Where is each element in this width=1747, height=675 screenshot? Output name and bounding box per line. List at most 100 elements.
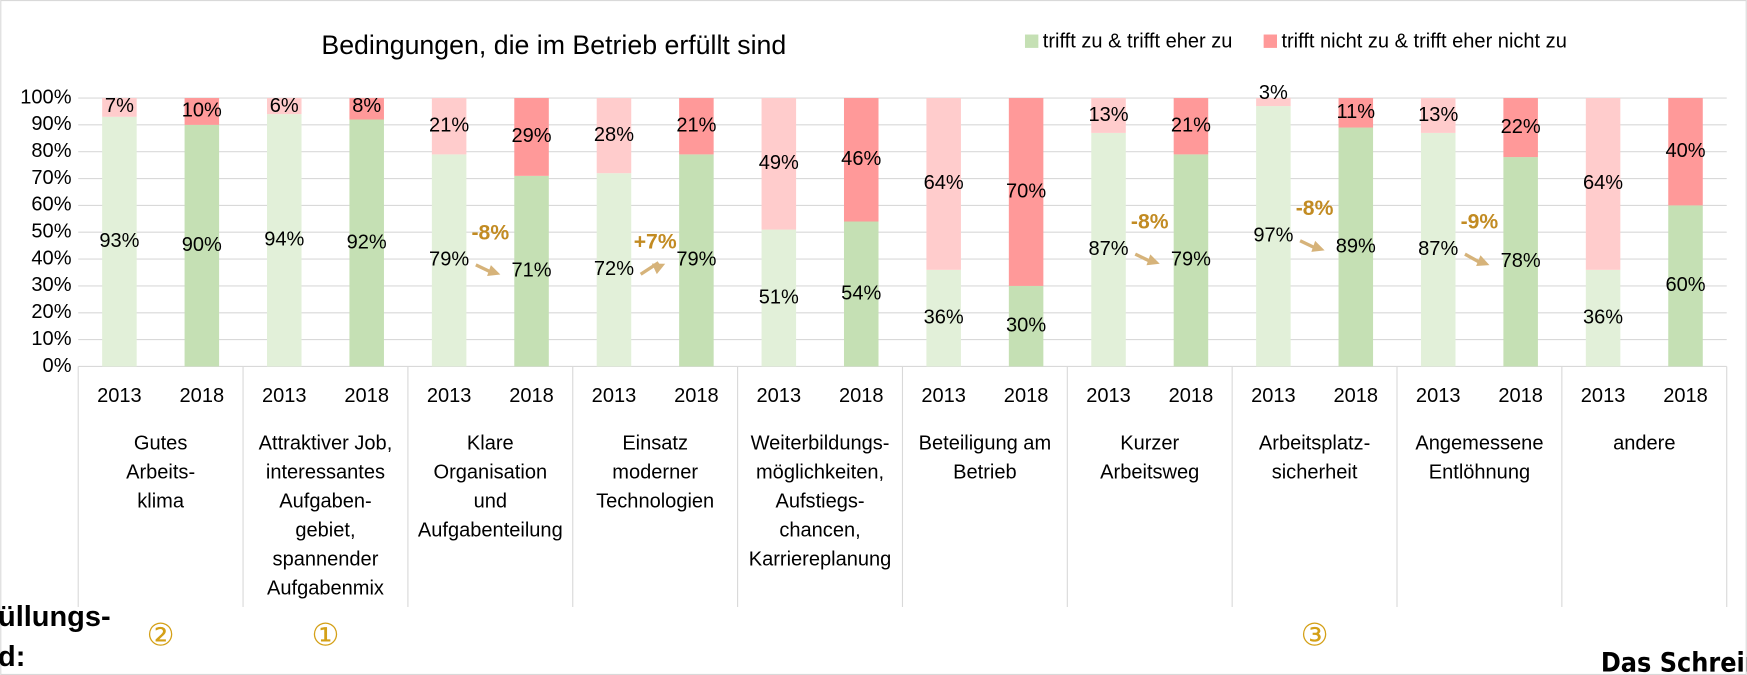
category-label: Technologien <box>596 491 714 513</box>
data-label: 70% <box>1006 180 1046 202</box>
change-annotation: -8% <box>1131 211 1169 234</box>
bar-segment <box>761 229 797 367</box>
data-label: 13% <box>1418 104 1458 126</box>
bar-segment <box>431 154 467 367</box>
data-label: 21% <box>1171 115 1211 137</box>
data-label: 72% <box>594 258 634 280</box>
data-label: 64% <box>924 172 964 194</box>
data-label: 21% <box>429 115 469 137</box>
data-label: 87% <box>1418 238 1458 260</box>
x-tick-label: 2013 <box>1086 385 1131 407</box>
bar-segment <box>1008 285 1044 367</box>
category-label: Entlöhnung <box>1429 462 1530 484</box>
data-label: 79% <box>676 249 716 271</box>
data-label: 79% <box>429 249 469 271</box>
data-label: 8% <box>352 95 381 117</box>
legend-label: trifft zu & trifft eher zu <box>1043 31 1233 53</box>
x-tick-label: 2013 <box>427 385 472 407</box>
category-label: chancen, <box>779 520 860 542</box>
x-tick-label: 2018 <box>1663 385 1708 407</box>
y-tick-label: 80% <box>31 140 71 162</box>
y-tick-label: 20% <box>31 301 71 323</box>
bar-segment <box>267 98 302 115</box>
data-label: 21% <box>676 115 716 137</box>
bar-segment <box>1173 98 1209 155</box>
data-label: 13% <box>1088 104 1128 126</box>
category-label: interessantes <box>266 462 385 484</box>
change-annotation: +7% <box>634 231 677 254</box>
bar-segment <box>1420 98 1456 133</box>
x-tick-label: 2018 <box>674 385 719 407</box>
x-tick-label: 2013 <box>921 385 966 407</box>
data-label: 87% <box>1088 238 1128 260</box>
category-label: Einsatz <box>622 433 688 455</box>
data-label: 11% <box>1336 101 1375 123</box>
x-tick-label: 2018 <box>1334 385 1379 407</box>
bar-segment <box>1668 205 1703 367</box>
legend-label: trifft nicht zu & trifft eher nicht zu <box>1281 31 1566 53</box>
bar-segment <box>102 98 137 117</box>
bar-segment <box>431 98 467 155</box>
side-text: d: <box>0 641 25 673</box>
category-label: Klare <box>467 433 514 455</box>
category-label: sicherheit <box>1272 462 1358 484</box>
bar-segment <box>679 154 714 367</box>
data-label: 54% <box>841 282 881 304</box>
brand: Das Schreiner <box>1601 647 1747 675</box>
bar-segment <box>926 98 961 270</box>
arrow-head <box>651 263 666 275</box>
bar-segment <box>349 98 384 120</box>
data-label: 90% <box>182 234 222 256</box>
x-tick-label: 2018 <box>1004 385 1049 407</box>
data-label: 92% <box>347 231 387 253</box>
x-tick-label: 2013 <box>1581 385 1626 407</box>
data-label: 36% <box>924 306 964 328</box>
change-annotation: -8% <box>1296 197 1334 220</box>
data-label: 46% <box>841 148 881 170</box>
bar-segment <box>761 98 797 230</box>
data-label: 22% <box>1501 116 1541 138</box>
x-tick-label: 2018 <box>509 385 554 407</box>
bar-segment <box>1338 127 1374 367</box>
data-label: 89% <box>1336 235 1376 257</box>
category-label: Aufgabenmix <box>267 578 384 600</box>
bar-segment <box>1256 106 1291 367</box>
side-text: üllungs- <box>0 601 111 633</box>
y-tick-label: 50% <box>31 221 71 243</box>
chart-title: Bedingungen, die im Betrieb erfüllt sind <box>321 30 786 60</box>
bar-segment <box>679 98 714 155</box>
x-tick-label: 2018 <box>1169 385 1214 407</box>
data-label: 7% <box>105 95 134 117</box>
change-annotation: -8% <box>472 221 510 244</box>
bar-segment <box>1503 98 1538 158</box>
x-tick-label: 2013 <box>757 385 802 407</box>
change-annotation: -9% <box>1461 211 1499 234</box>
category-label: moderner <box>612 462 698 484</box>
bar-segment <box>1256 98 1291 107</box>
bar-segment <box>1091 98 1126 133</box>
x-tick-label: 2013 <box>1416 385 1461 407</box>
legend-swatch <box>1263 34 1278 48</box>
category-label: Arbeitsweg <box>1100 462 1199 484</box>
category-label: andere <box>1613 433 1675 455</box>
data-label: 49% <box>759 152 799 174</box>
legend-swatch <box>1024 34 1039 48</box>
y-tick-label: 100% <box>20 86 71 108</box>
bar-segment <box>514 98 549 176</box>
bar-segment <box>1338 98 1374 128</box>
category-label: Arbeitsplatz- <box>1259 433 1370 455</box>
category-label: Aufstiegs- <box>775 491 864 513</box>
bar-segment <box>843 98 879 222</box>
category-label: Weiterbildungs- <box>751 433 890 455</box>
bar-segment <box>1503 157 1538 367</box>
bar-segment <box>102 116 137 367</box>
data-label: 97% <box>1253 225 1293 247</box>
y-tick-label: 10% <box>31 328 71 350</box>
data-label: 6% <box>270 95 299 117</box>
y-tick-label: 70% <box>31 167 71 189</box>
bar-segment <box>184 124 220 367</box>
arrow-head <box>1311 240 1325 252</box>
category-label: Beteiligung am <box>919 433 1052 455</box>
x-tick-label: 2018 <box>344 385 389 407</box>
